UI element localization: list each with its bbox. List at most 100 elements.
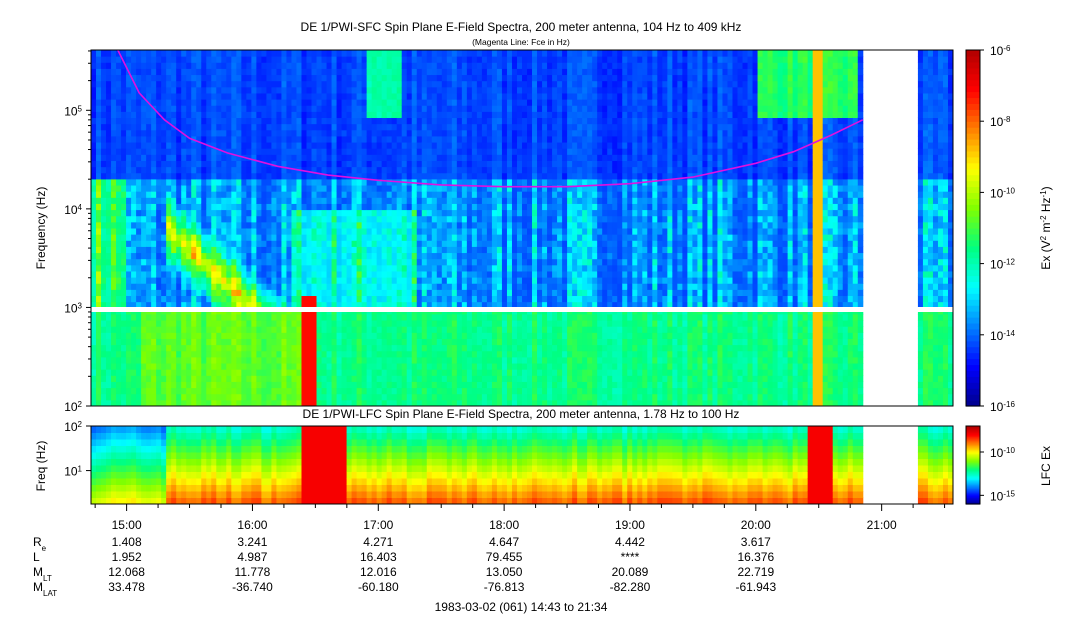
sfc-cell xyxy=(511,270,518,278)
sfc-cell xyxy=(241,105,247,112)
sfc-cell xyxy=(281,326,287,333)
sfc-cell xyxy=(111,74,117,82)
sfc-cell xyxy=(356,148,363,155)
sfc-cell xyxy=(411,338,418,346)
sfc-cell xyxy=(366,264,373,272)
sfc-cell xyxy=(136,393,142,401)
sfc-cell xyxy=(111,344,117,352)
sfc-cell xyxy=(176,62,182,69)
sfc-cell xyxy=(346,86,353,94)
sfc-cell xyxy=(421,228,428,235)
sfc-cell xyxy=(176,270,182,278)
sfc-cell xyxy=(451,92,458,100)
sfc-cell xyxy=(241,356,247,364)
sfc-cell xyxy=(221,320,227,327)
sfc-cell xyxy=(166,228,172,235)
sfc-cell xyxy=(196,270,202,278)
sfc-cell xyxy=(351,387,358,395)
sfc-cell xyxy=(351,92,358,100)
sfc-cell xyxy=(346,56,353,63)
sfc-cell xyxy=(186,209,192,217)
sfc-cell xyxy=(191,160,197,168)
sfc-cell xyxy=(286,172,292,180)
sfc-cell xyxy=(266,295,272,303)
sfc-cell xyxy=(156,258,162,266)
sfc-cell xyxy=(296,50,302,57)
sfc-cell xyxy=(196,356,202,364)
sfc-cell xyxy=(421,313,428,321)
sfc-cell xyxy=(176,191,182,198)
sfc-cell xyxy=(416,160,423,168)
sfc-cell xyxy=(461,252,468,260)
sfc-cell xyxy=(481,135,488,143)
sfc-cell xyxy=(446,283,453,290)
sfc-cell xyxy=(181,289,187,297)
sfc-cell xyxy=(326,80,333,88)
sfc-cell xyxy=(416,344,423,352)
sfc-cell xyxy=(486,92,493,100)
sfc-cell xyxy=(126,363,132,370)
sfc-cell xyxy=(476,252,483,260)
sfc-cell xyxy=(366,215,373,223)
sfc-cell xyxy=(151,326,157,333)
sfc-cell xyxy=(241,142,247,149)
sfc-cell xyxy=(156,228,162,235)
sfc-cell xyxy=(311,313,318,321)
sfc-cell xyxy=(321,246,328,254)
sfc-cell xyxy=(461,393,468,401)
sfc-cell xyxy=(196,123,202,131)
sfc-cell xyxy=(481,289,488,297)
sfc-cell xyxy=(91,246,97,254)
sfc-cell xyxy=(111,326,117,333)
sfc-cell xyxy=(361,295,368,303)
sfc-cell xyxy=(361,252,368,260)
sfc-cell xyxy=(476,313,483,321)
sfc-cell xyxy=(266,375,272,382)
sfc-cell xyxy=(211,123,217,131)
sfc-cell xyxy=(196,221,202,229)
sfc-cell xyxy=(316,369,323,376)
sfc-cell xyxy=(461,258,468,266)
sfc-cell xyxy=(171,62,177,69)
sfc-cell xyxy=(441,393,448,401)
sfc-cell xyxy=(306,215,313,223)
sfc-cell xyxy=(256,105,262,112)
sfc-cell xyxy=(181,399,187,407)
sfc-cell xyxy=(331,129,338,137)
sfc-cell xyxy=(456,166,463,174)
sfc-cell xyxy=(196,344,202,352)
sfc-cell xyxy=(286,191,292,198)
sfc-cell xyxy=(226,56,232,63)
sfc-cell xyxy=(141,178,147,186)
sfc-cell xyxy=(406,277,413,284)
sfc-cell xyxy=(451,160,458,168)
sfc-cell xyxy=(96,320,102,327)
sfc-cell xyxy=(286,215,292,223)
sfc-cell xyxy=(386,252,393,260)
sfc-cell xyxy=(436,74,443,82)
sfc-cell xyxy=(231,252,237,260)
sfc-cell xyxy=(141,289,147,297)
sfc-cell xyxy=(156,123,162,131)
sfc-cell xyxy=(241,148,247,155)
sfc-cell xyxy=(416,240,423,247)
sfc-cell xyxy=(331,160,338,168)
sfc-cell xyxy=(286,295,292,303)
sfc-cell xyxy=(301,363,307,370)
sfc-cell xyxy=(211,215,217,223)
sfc-cell xyxy=(486,234,493,241)
sfc-cell xyxy=(471,117,478,125)
sfc-cell xyxy=(406,252,413,260)
sfc-cell xyxy=(206,252,212,260)
sfc-cell xyxy=(341,135,348,143)
sfc-cell xyxy=(116,154,122,161)
sfc-cell xyxy=(291,381,297,389)
sfc-cell xyxy=(426,338,433,346)
sfc-cell xyxy=(336,240,343,247)
sfc-cell xyxy=(361,129,368,137)
sfc-cell xyxy=(316,393,323,401)
sfc-cell xyxy=(111,203,117,211)
sfc-cell xyxy=(411,154,418,161)
sfc-cell xyxy=(371,344,378,352)
sfc-cell xyxy=(226,240,232,247)
